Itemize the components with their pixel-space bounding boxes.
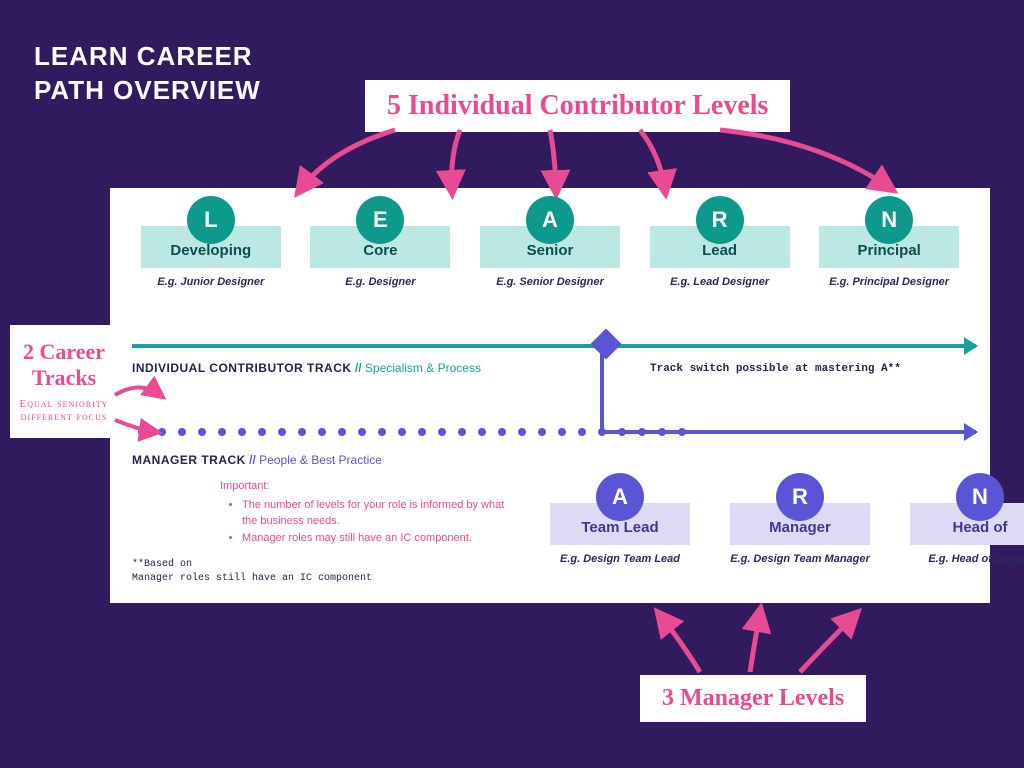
- manager-level-column: NHead ofE.g. Head of Design: [900, 473, 1024, 565]
- ic-track-sublabel: Specialism & Process: [365, 361, 481, 375]
- ic-level-column: ECoreE.g. Designer: [300, 196, 460, 288]
- level-example: E.g. Design Team Manager: [730, 553, 870, 565]
- important-bullet: Manager roles may still have an IC compo…: [242, 530, 510, 547]
- callout-manager-levels: 3 Manager Levels: [640, 675, 866, 722]
- level-example: E.g. Senior Designer: [496, 276, 604, 288]
- level-badge: R: [776, 473, 824, 521]
- important-heading: Important:: [220, 478, 510, 495]
- dot: [498, 428, 506, 436]
- callout-tracks-sub: Equal seniority different focus: [16, 398, 112, 424]
- callout-ic-levels: 5 Individual Contributor Levels: [365, 80, 790, 132]
- main-card: LDevelopingE.g. Junior DesignerECoreE.g.…: [110, 188, 990, 603]
- footnote: **Based on Manager roles still have an I…: [132, 558, 372, 586]
- dot: [538, 428, 546, 436]
- dot: [398, 428, 406, 436]
- dot: [558, 428, 566, 436]
- level-badge: L: [187, 196, 235, 244]
- dot: [218, 428, 226, 436]
- footnote-line: Manager roles still have an IC component: [132, 572, 372, 586]
- manager-vertical-connector: [600, 344, 604, 432]
- dot: [298, 428, 306, 436]
- manager-level-column: ATeam LeadE.g. Design Team Lead: [540, 473, 700, 565]
- dot: [158, 428, 166, 436]
- dot: [478, 428, 486, 436]
- dot: [198, 428, 206, 436]
- level-example: E.g. Designer: [345, 276, 415, 288]
- ic-track-name: INDIVIDUAL CONTRIBUTOR TRACK: [132, 361, 352, 375]
- ic-track-label: INDIVIDUAL CONTRIBUTOR TRACK // Speciali…: [132, 361, 481, 375]
- dot: [238, 428, 246, 436]
- level-badge: N: [956, 473, 1004, 521]
- separator: //: [352, 361, 365, 375]
- ic-level-column: LDevelopingE.g. Junior Designer: [131, 196, 291, 288]
- dot: [378, 428, 386, 436]
- callout-tracks: 2 Career Tracks Equal seniority differen…: [10, 325, 118, 438]
- level-badge: N: [865, 196, 913, 244]
- manager-track-name: MANAGER TRACK: [132, 453, 246, 467]
- dot: [418, 428, 426, 436]
- footnote-line: **Based on: [132, 558, 372, 572]
- dot: [258, 428, 266, 436]
- track-switch-diamond: [590, 328, 621, 359]
- dot: [518, 428, 526, 436]
- separator: //: [246, 453, 259, 467]
- dot: [338, 428, 346, 436]
- ic-level-column: RLeadE.g. Lead Designer: [640, 196, 800, 288]
- ic-level-column: ASeniorE.g. Senior Designer: [470, 196, 630, 288]
- level-example: E.g. Lead Designer: [670, 276, 769, 288]
- level-example: E.g. Head of Design: [928, 553, 1024, 565]
- important-note: Important: The number of levels for your…: [220, 478, 510, 546]
- ic-level-row: LDevelopingE.g. Junior DesignerECoreE.g.…: [110, 196, 990, 288]
- level-example: E.g. Junior Designer: [157, 276, 264, 288]
- manager-track-arrow: [600, 430, 976, 434]
- level-badge: A: [596, 473, 644, 521]
- dot: [138, 428, 146, 436]
- callout-tracks-main: 2 Career Tracks: [23, 339, 105, 390]
- level-example: E.g. Design Team Lead: [560, 553, 680, 565]
- dot: [278, 428, 286, 436]
- dot: [318, 428, 326, 436]
- level-badge: R: [696, 196, 744, 244]
- ic-level-column: NPrincipalE.g. Principal Designer: [809, 196, 969, 288]
- page-title: LEARN CAREER PATH OVERVIEW: [34, 40, 261, 108]
- manager-track-label: MANAGER TRACK // People & Best Practice: [132, 453, 382, 467]
- manager-level-column: RManagerE.g. Design Team Manager: [720, 473, 880, 565]
- dot: [458, 428, 466, 436]
- dot: [358, 428, 366, 436]
- dot: [578, 428, 586, 436]
- track-switch-note: Track switch possible at mastering A**: [650, 363, 901, 375]
- dot: [438, 428, 446, 436]
- important-bullet: The number of levels for your role is in…: [242, 497, 510, 530]
- level-badge: A: [526, 196, 574, 244]
- level-example: E.g. Principal Designer: [829, 276, 949, 288]
- ic-track-line: [132, 344, 976, 348]
- dot: [178, 428, 186, 436]
- manager-level-row: ATeam LeadE.g. Design Team LeadRManagerE…: [540, 473, 1024, 565]
- manager-track-sublabel: People & Best Practice: [259, 453, 382, 467]
